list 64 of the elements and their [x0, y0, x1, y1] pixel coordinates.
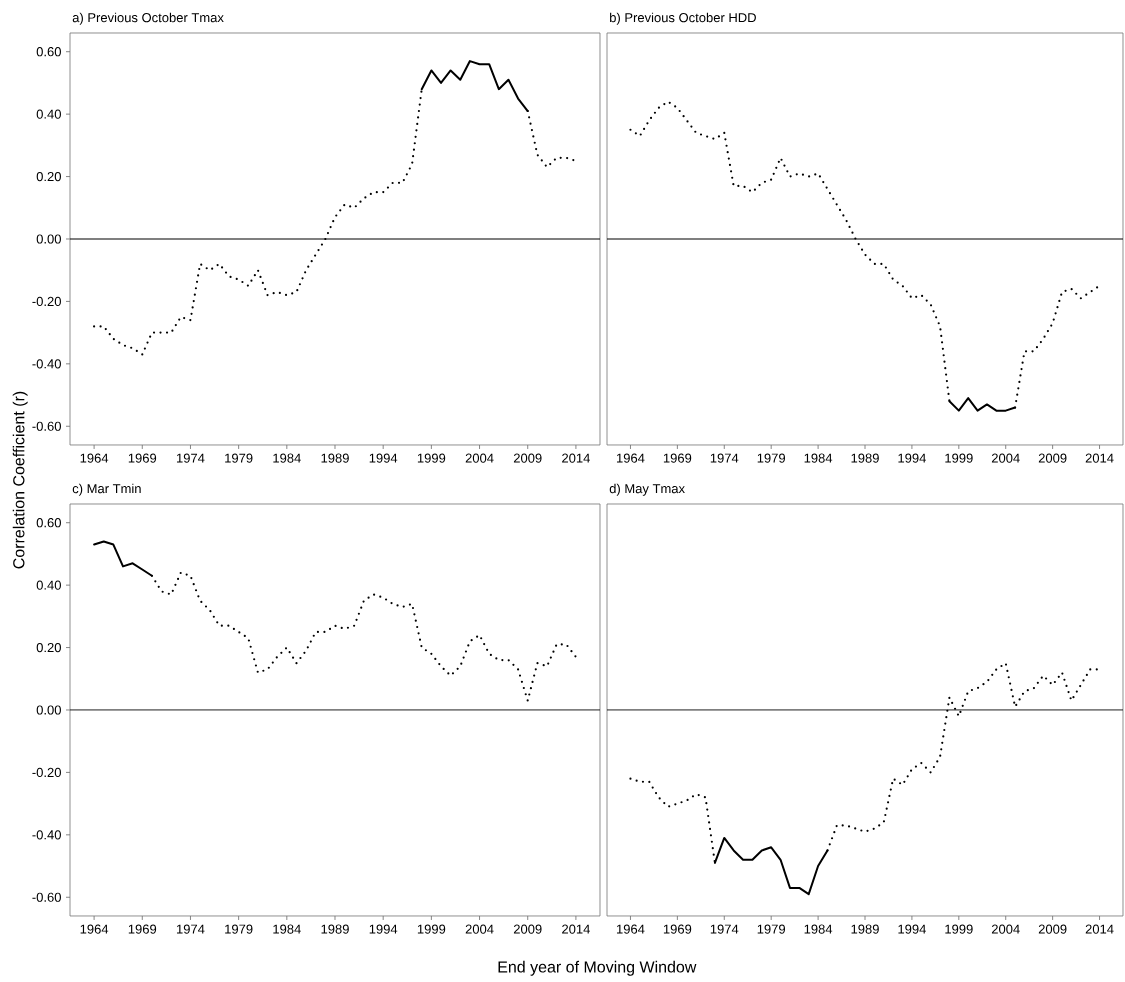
y-tick-label: -0.60	[32, 421, 61, 431]
x-tick-label: 1989	[851, 924, 879, 934]
x-tick-label: 2014	[1085, 924, 1114, 934]
x-tick-label: 1989	[321, 924, 349, 934]
y-tick-label: -0.20	[32, 296, 61, 307]
x-tick-label: 2004	[465, 924, 494, 934]
x-tick-label: 2004	[991, 924, 1020, 934]
x-tick-label: 1994	[369, 453, 398, 463]
y-tick-label: 0.40	[36, 109, 61, 119]
x-tick-label: 1969	[663, 924, 692, 934]
x-tick-label: 1974	[176, 453, 205, 463]
y-tick-label: -0.40	[32, 359, 61, 369]
y-tick-label: -0.20	[32, 767, 61, 778]
x-tick-label: 2004	[465, 453, 494, 463]
x-tick-label: 1979	[757, 924, 786, 934]
y-axis-title: Correlation Coefficient (r)	[12, 391, 28, 569]
x-tick-label: 1964	[616, 924, 645, 934]
y-tick-label: 0.20	[36, 642, 61, 653]
x-tick-label: 1979	[225, 924, 253, 934]
chart-title: b) Previous October HDD	[610, 12, 756, 25]
x-tick-label: 1964	[80, 924, 109, 934]
x-tick-label: 1969	[663, 453, 692, 463]
x-tick-label: 1964	[80, 453, 109, 463]
x-tick-label: 1969	[128, 453, 157, 463]
x-tick-label: 1964	[616, 453, 645, 463]
x-tick-label: 1974	[710, 924, 739, 934]
x-tick-label: 1974	[710, 453, 739, 463]
x-axis-title: End year of Moving Window	[498, 960, 697, 976]
x-tick-label: 1984	[804, 924, 833, 934]
y-tick-label: 0.00	[36, 234, 61, 244]
x-tick-label: 2014	[1085, 453, 1114, 463]
x-tick-label: 1989	[851, 453, 879, 463]
y-tick-label: 0.00	[36, 705, 61, 715]
x-tick-label: 1974	[176, 924, 205, 934]
x-tick-label: 1979	[757, 453, 786, 463]
x-tick-label: 1999	[417, 924, 446, 934]
y-tick-label: -0.40	[32, 830, 61, 840]
x-tick-label: 1984	[273, 453, 301, 463]
x-tick-label: 1999	[945, 924, 973, 934]
x-tick-label: 2009	[513, 924, 542, 934]
x-tick-label: 1999	[945, 453, 973, 463]
x-tick-label: 1989	[321, 453, 349, 463]
x-tick-label: 1984	[804, 453, 833, 463]
chart-title: a) Previous October Tmax	[72, 12, 224, 25]
x-tick-label: 2009	[513, 453, 542, 463]
y-tick-label: 0.60	[36, 47, 61, 57]
x-tick-label: 1994	[898, 924, 926, 934]
y-tick-label: 0.20	[36, 171, 61, 182]
x-tick-label: 1969	[128, 924, 157, 934]
x-tick-label: 2009	[1038, 453, 1067, 463]
chart-title: d) May Tmax	[609, 483, 685, 496]
y-tick-label: -0.60	[32, 892, 61, 902]
chart-title: c) Mar Tmin	[72, 483, 141, 496]
x-tick-label: 1999	[417, 453, 446, 463]
x-tick-label: 2009	[1038, 924, 1067, 934]
x-tick-label: 2014	[562, 453, 590, 463]
x-tick-label: 2014	[562, 924, 590, 934]
x-tick-label: 2004	[991, 453, 1020, 463]
x-tick-label: 1994	[898, 453, 926, 463]
y-tick-label: 0.60	[36, 518, 61, 528]
y-tick-label: 0.40	[36, 580, 61, 590]
x-tick-label: 1994	[369, 924, 398, 934]
x-tick-label: 1984	[273, 924, 301, 934]
x-tick-label: 1979	[225, 453, 253, 463]
